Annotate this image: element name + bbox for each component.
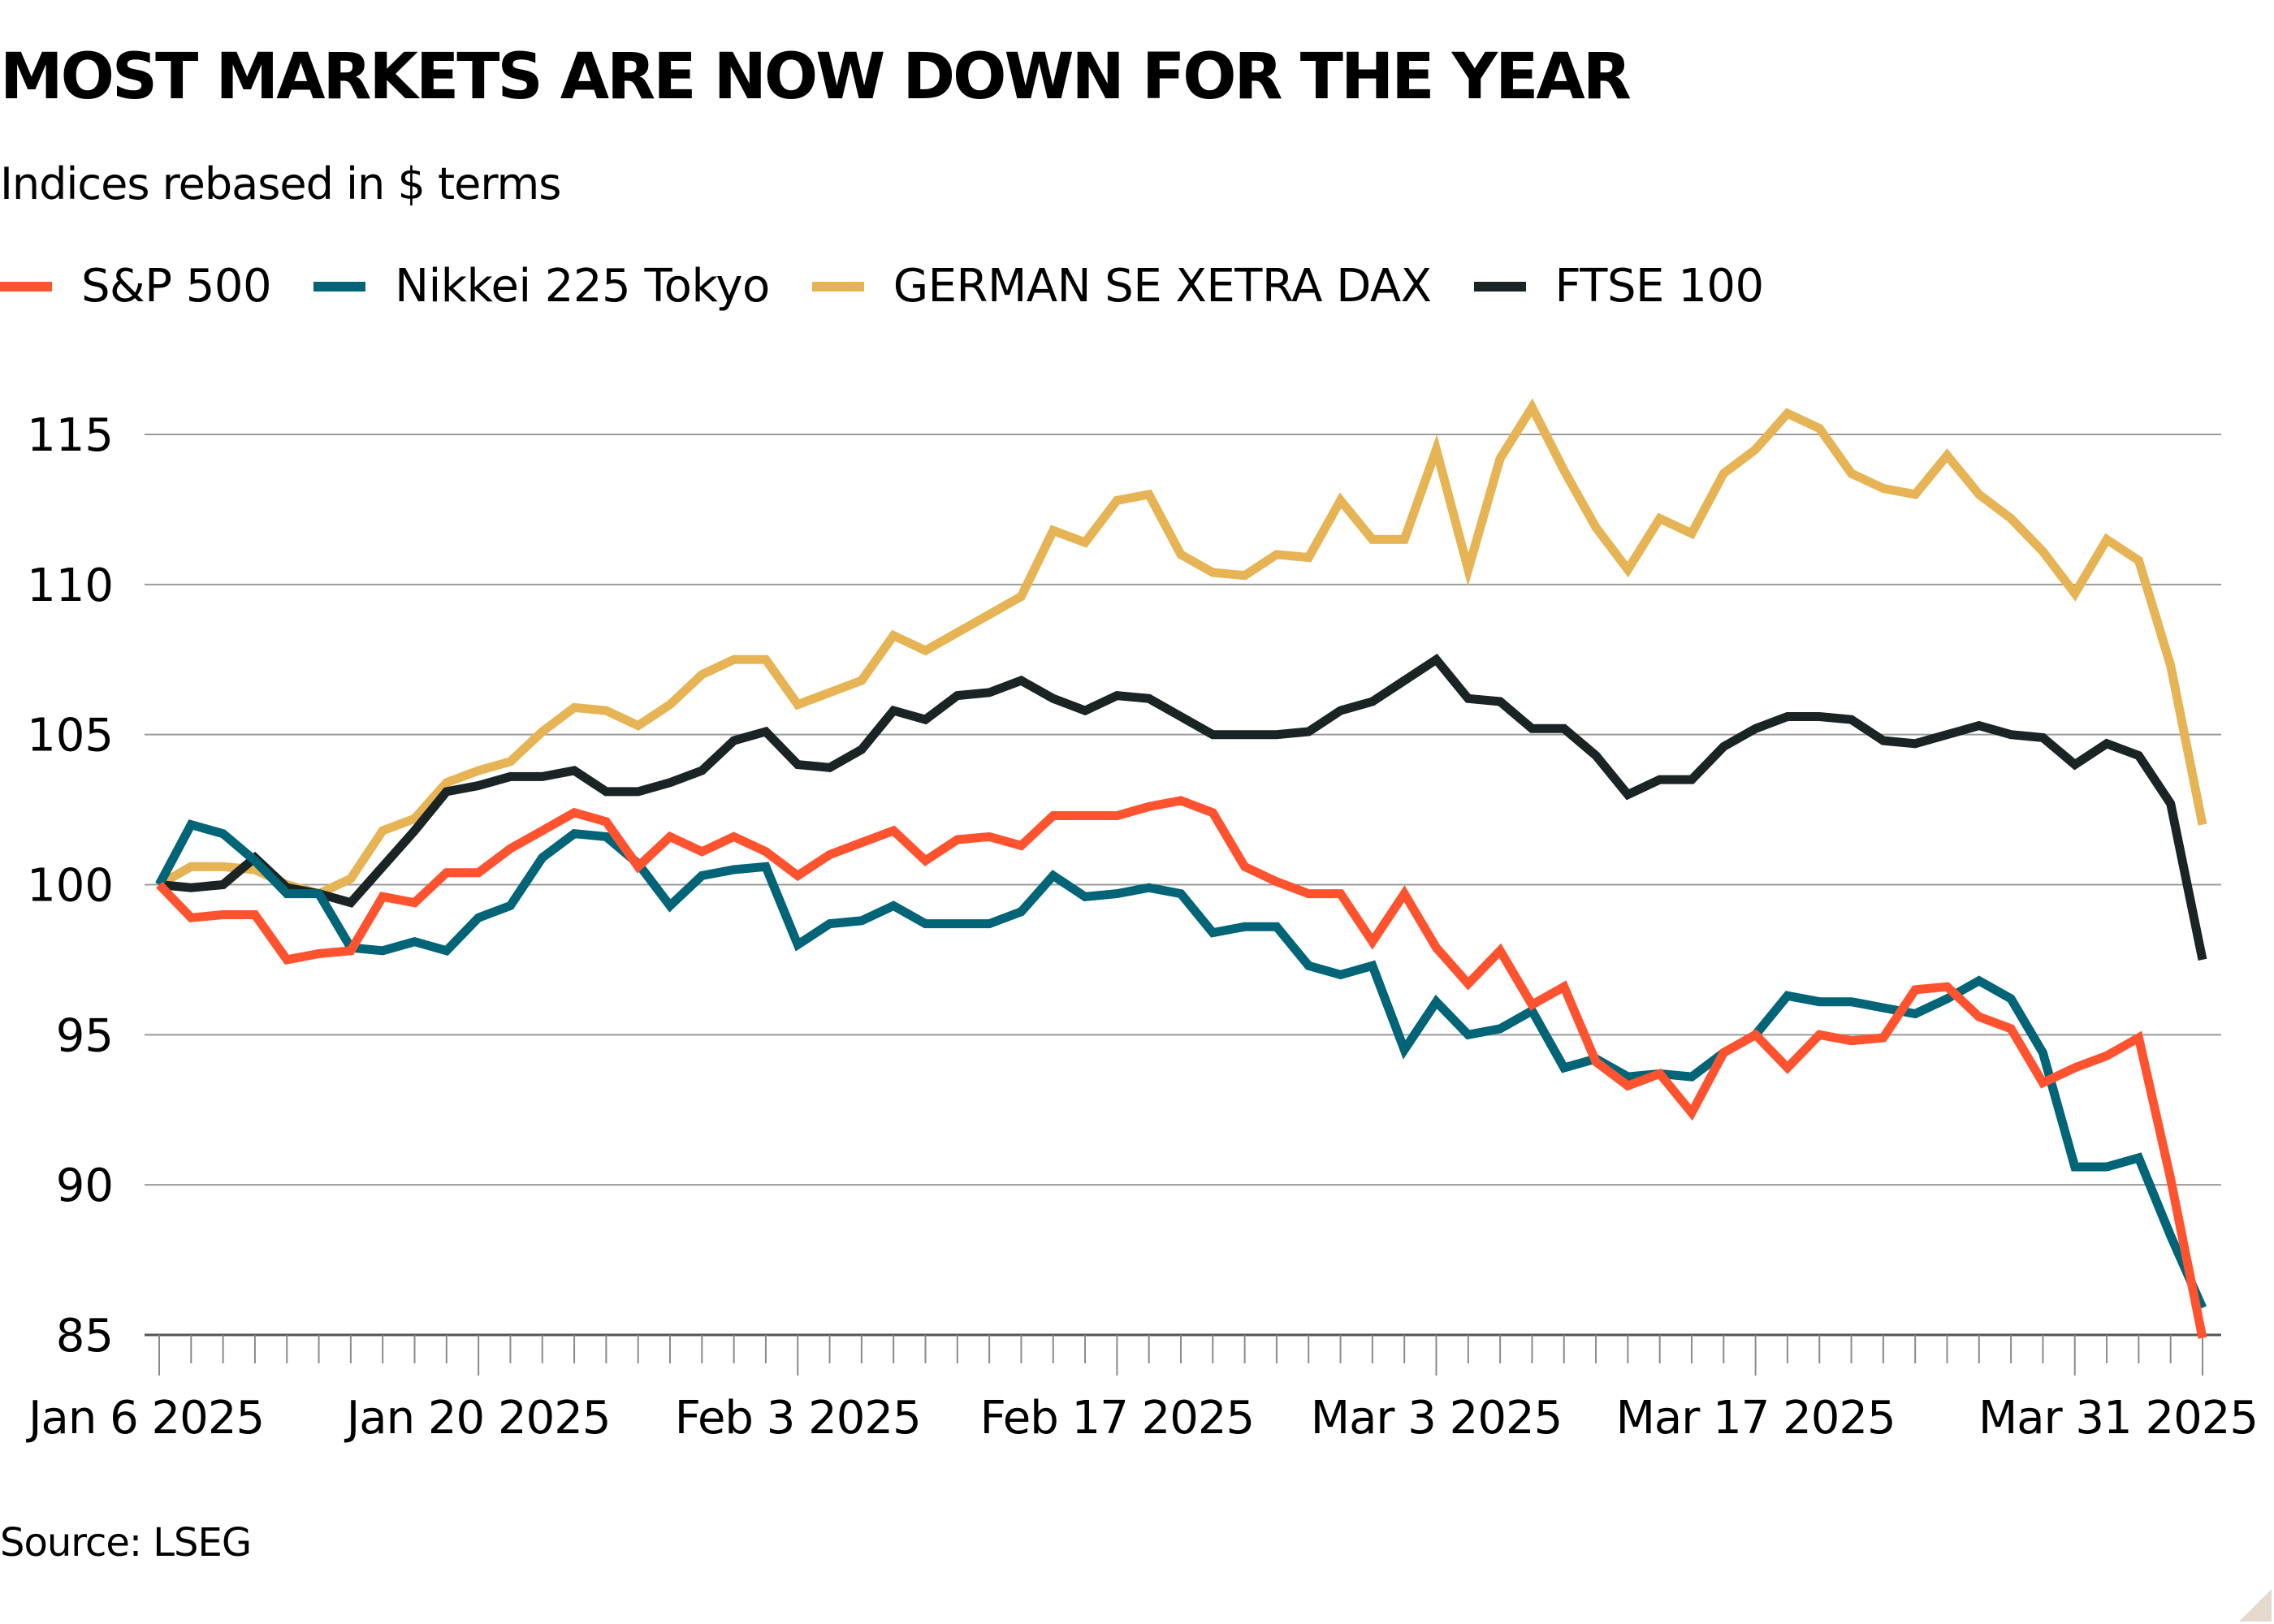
legend-swatch-icon — [0, 281, 52, 292]
legend-item-nikkei: Nikkei 225 Tokyo — [313, 260, 770, 313]
legend-label: FTSE 100 — [1554, 260, 1765, 313]
legend-swatch-icon — [811, 281, 864, 292]
x-tick-label: Jan 6 2025 — [26, 1392, 264, 1445]
x-axis: Jan 6 2025 Jan 20 2025 Feb 3 2025 Feb 17 20… — [26, 1335, 2259, 1445]
series-line-ftse-100 — [158, 653, 2207, 961]
legend-item-dax: GERMAN SE XETRA DAX — [811, 260, 1432, 313]
chart-title: MOST MARKETS ARE NOW DOWN FOR THE YEAR — [0, 41, 1632, 114]
series-line-s-p-500 — [156, 796, 2207, 1339]
x-tick-label: Mar 31 2025 — [1978, 1392, 2258, 1445]
legend-label: S&P 500 — [81, 260, 272, 313]
legend-item-ftse: FTSE 100 — [1473, 260, 1765, 313]
x-tick-label: Mar 3 2025 — [1311, 1392, 1562, 1445]
gridlines — [145, 434, 2221, 1337]
corner-fold-icon — [2239, 1589, 2272, 1622]
y-tick-label: 90 — [56, 1160, 114, 1212]
x-tick-label: Feb 17 2025 — [980, 1392, 1255, 1445]
y-tick-label: 100 — [27, 860, 114, 913]
y-tick-label: 110 — [27, 559, 114, 612]
y-tick-label: 115 — [27, 409, 114, 462]
series-line-nikkei-225-tokyo — [155, 819, 2207, 1310]
x-tick-label: Feb 3 2025 — [675, 1392, 921, 1445]
x-tick-label: Jan 20 2025 — [344, 1392, 611, 1445]
legend-swatch-icon — [1473, 281, 1526, 292]
y-tick-label: 95 — [56, 1009, 114, 1062]
legend-label: GERMAN SE XETRA DAX — [893, 260, 1432, 313]
series-line-german-se-xetra-dax — [157, 398, 2207, 899]
legend-label: Nikkei 225 Tokyo — [395, 260, 770, 313]
series-lines — [155, 398, 2207, 1339]
x-tick-label: Mar 17 2025 — [1616, 1392, 1896, 1445]
source-note: Source: LSEG — [0, 1520, 252, 1566]
y-axis: 85 90 95 100 105 110 115 — [27, 409, 114, 1363]
legend: S&P 500 Nikkei 225 Tokyo GERMAN SE XETRA… — [0, 260, 1806, 313]
legend-swatch-icon — [313, 281, 366, 292]
y-tick-label: 85 — [56, 1310, 114, 1363]
y-tick-label: 105 — [27, 710, 114, 762]
legend-item-sp500: S&P 500 — [0, 260, 272, 313]
chart-subtitle: Indices rebased in $ terms — [0, 158, 561, 209]
